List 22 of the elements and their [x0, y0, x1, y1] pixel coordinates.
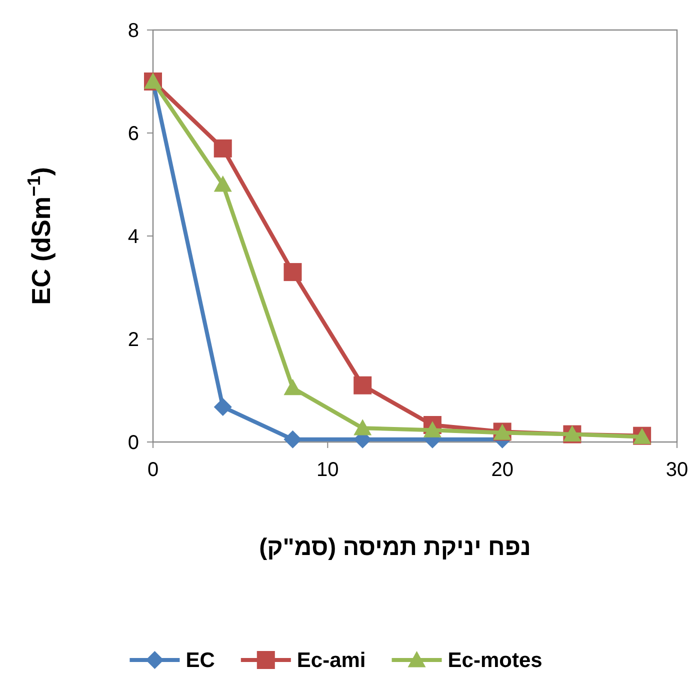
- y-tick-label: 0: [128, 432, 139, 454]
- x-tick-label: 0: [147, 459, 159, 481]
- x-axis-title: נפח יניקת תמיסה (סמ"ק): [259, 534, 531, 561]
- point: [284, 430, 302, 448]
- x-tick-label: 20: [491, 459, 514, 481]
- point: [354, 419, 372, 436]
- point: [284, 378, 302, 396]
- point: [284, 263, 302, 282]
- legend-label: EC: [186, 649, 215, 672]
- y-tick-label: 6: [128, 123, 139, 145]
- x-tick-label: 30: [666, 459, 688, 481]
- y-tick-label: 8: [128, 20, 139, 42]
- point: [214, 176, 232, 192]
- point: [423, 421, 442, 438]
- point: [214, 398, 232, 416]
- legend-label: Ec-ami: [296, 649, 366, 672]
- point: [214, 139, 232, 158]
- x-tick-label: 10: [316, 459, 339, 481]
- legend-label: Ec-motes: [448, 649, 542, 672]
- y-tick-label: 4: [128, 226, 139, 248]
- point: [354, 376, 372, 394]
- y-tick-label: 2: [128, 329, 139, 351]
